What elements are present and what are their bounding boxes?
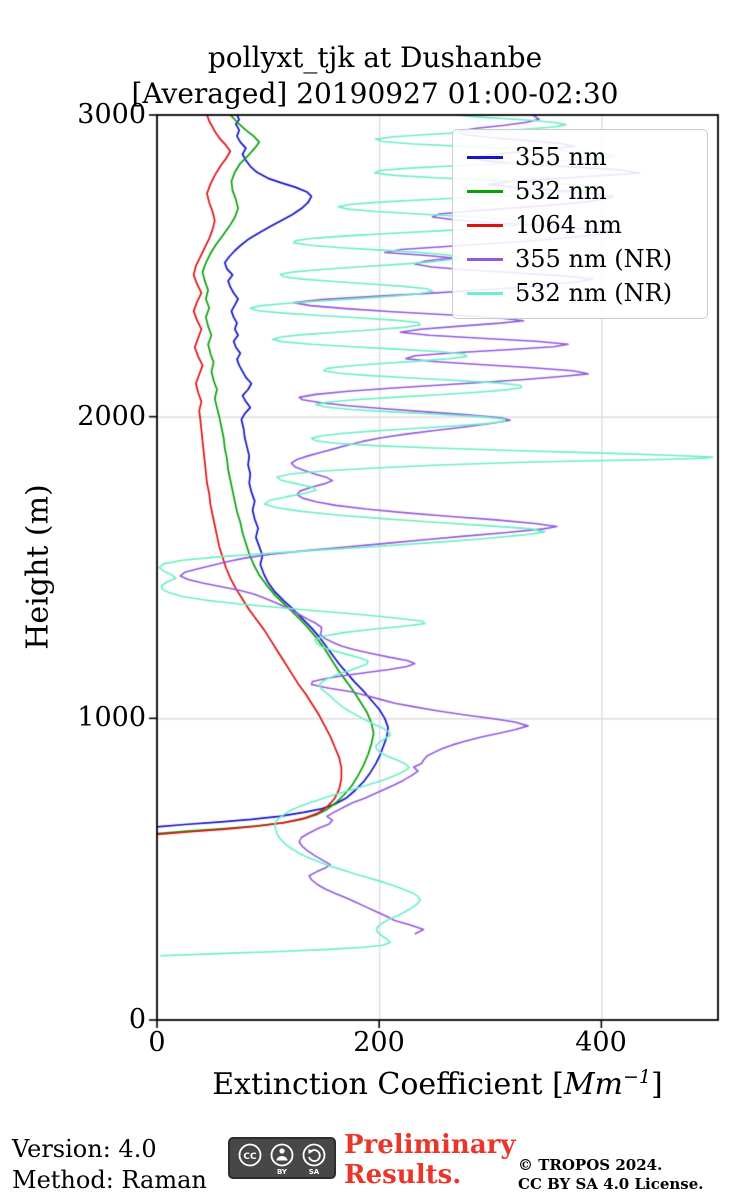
legend-label-1064nm: 1064 nm	[515, 211, 622, 239]
legend-line-sample-355nm-nr	[467, 257, 503, 261]
legend-item-532nm: 532 nm	[453, 174, 707, 208]
y-axis-label: Height (m)	[20, 484, 56, 650]
chart-title: pollyxt_tjk at Dushanbe [Averaged] 20190…	[0, 40, 750, 112]
x-tick-400: 400	[575, 1027, 627, 1058]
x-tick-0: 0	[148, 1027, 166, 1058]
y-tick-1000: 1000	[77, 702, 146, 733]
chart-title-line2: [Averaged] 20190927 01:00-02:30	[131, 77, 619, 110]
legend-item-532nm-nr: 532 nm (NR)	[453, 276, 707, 310]
footer-version-method: Version: 4.0 Method: Raman	[12, 1134, 207, 1196]
copyright-line2: CC BY SA 4.0 License.	[518, 1175, 704, 1193]
legend-label-532nm: 532 nm	[515, 177, 607, 205]
legend: 355 nm 532 nm 1064 nm 355 nm (NR) 532 nm…	[452, 129, 708, 319]
legend-line-sample-355nm	[467, 155, 503, 159]
version-text: Version: 4.0	[12, 1135, 157, 1163]
cc-license-badge: CC BY SA	[228, 1137, 336, 1179]
x-axis-label-math: Mm	[563, 1067, 624, 1102]
svg-text:CC: CC	[243, 1152, 257, 1162]
copyright-note: © TROPOS 2024. CC BY SA 4.0 License.	[518, 1156, 704, 1194]
x-axis-label: Extinction Coefficient [Mm−1]	[157, 1066, 718, 1102]
preliminary-note: Preliminary Results.	[344, 1130, 516, 1190]
x-axis-label-text: Extinction Coefficient [	[212, 1067, 564, 1102]
legend-line-sample-1064nm	[467, 223, 503, 227]
preliminary-line2: Results.	[344, 1160, 462, 1190]
x-axis-label-close: ]	[651, 1067, 663, 1102]
legend-item-1064nm: 1064 nm	[453, 208, 707, 242]
svg-text:BY: BY	[277, 1168, 288, 1176]
chart-title-line1: pollyxt_tjk at Dushanbe	[207, 41, 543, 74]
x-axis-label-exponent: −1	[623, 1066, 652, 1088]
legend-item-355nm: 355 nm	[453, 140, 707, 174]
legend-label-355nm: 355 nm	[515, 143, 607, 171]
legend-item-355nm-nr: 355 nm (NR)	[453, 242, 707, 276]
preliminary-line1: Preliminary	[344, 1130, 516, 1160]
legend-line-sample-532nm	[467, 189, 503, 193]
legend-label-355nm-nr: 355 nm (NR)	[515, 245, 673, 273]
y-tick-3000: 3000	[77, 99, 146, 130]
x-tick-200: 200	[353, 1027, 405, 1058]
method-text: Method: Raman	[12, 1166, 207, 1194]
y-tick-2000: 2000	[77, 401, 146, 432]
cc-by-sa-icon: CC BY SA	[238, 1143, 326, 1176]
y-tick-0: 0	[128, 1004, 146, 1035]
svg-text:SA: SA	[309, 1168, 320, 1176]
legend-label-532nm-nr: 532 nm (NR)	[515, 279, 673, 307]
copyright-line1: © TROPOS 2024.	[518, 1156, 663, 1174]
legend-line-sample-532nm-nr	[467, 291, 503, 295]
